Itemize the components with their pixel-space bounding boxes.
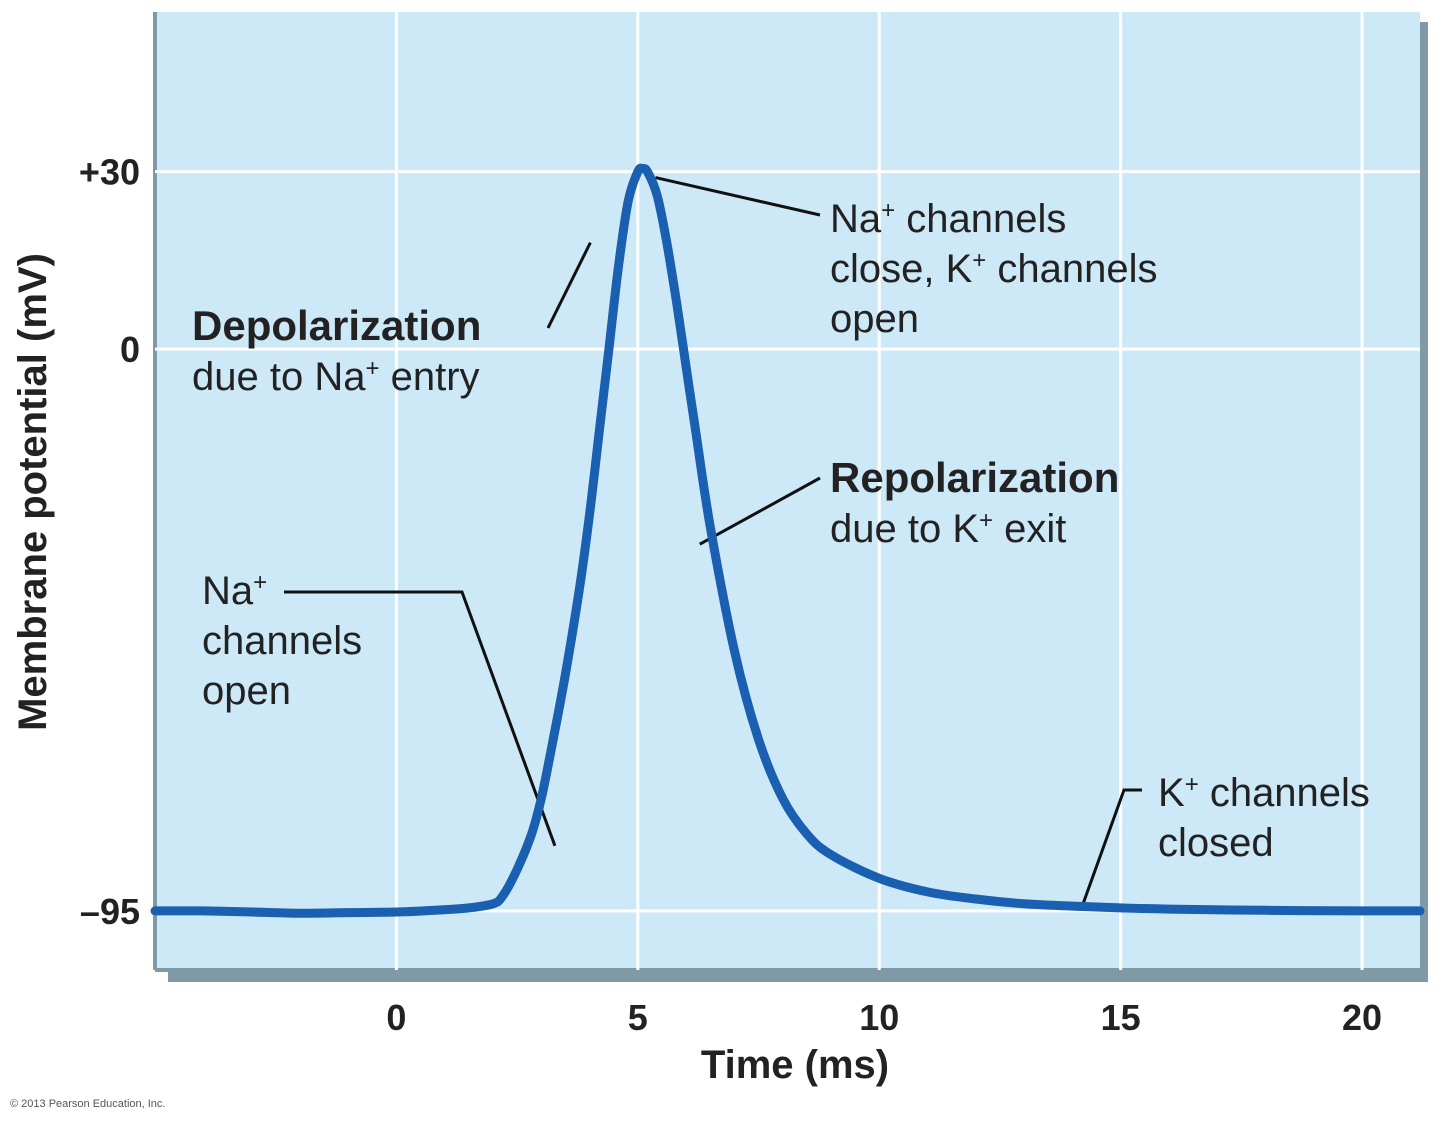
ann-na-open-line2: channels bbox=[202, 619, 362, 663]
ann-na-close-rest1: channels bbox=[895, 197, 1066, 241]
leader-na-close bbox=[655, 176, 821, 217]
x-tick-label: 5 bbox=[628, 997, 648, 1038]
ann-na-close-line2: close, K bbox=[830, 247, 973, 291]
ann-k-closed-rest: channels bbox=[1199, 771, 1370, 815]
y-tick-labels: +30 0 –95 bbox=[79, 152, 140, 932]
ann-na-close-line3: open bbox=[830, 297, 919, 341]
leader-na-open bbox=[284, 590, 557, 847]
membrane-potential-curve bbox=[150, 163, 1425, 918]
ann-na-open-line1: Na bbox=[202, 569, 254, 613]
annotation-na-open: Na+ channels open bbox=[202, 569, 362, 713]
ann-k-closed-line2: closed bbox=[1158, 821, 1274, 865]
svg-text:due to Na+ entry: due to Na+ entry bbox=[192, 355, 480, 399]
ann-na-open-sup: + bbox=[253, 569, 267, 596]
copyright-notice: © 2013 Pearson Education, Inc. bbox=[10, 1098, 165, 1110]
ann-depolarization-sup: + bbox=[365, 355, 379, 382]
y-tick-label: +30 bbox=[79, 152, 140, 193]
ann-k-closed-sup: + bbox=[1185, 771, 1199, 798]
ann-depolarization-line2: due to Na bbox=[192, 355, 366, 399]
ann-na-open-line3: open bbox=[202, 669, 291, 713]
ann-repolarization-line2: due to K bbox=[830, 507, 979, 551]
ann-repolarization-title: Repolarization bbox=[830, 454, 1119, 501]
svg-text:K+ channels: K+ channels bbox=[1158, 771, 1370, 815]
ann-na-close-sup1: + bbox=[881, 197, 895, 224]
x-axis-title: Time (ms) bbox=[701, 1043, 889, 1087]
ann-depolarization-rest: entry bbox=[379, 355, 479, 399]
y-tick-label: –95 bbox=[80, 891, 140, 932]
x-tick-label: 10 bbox=[859, 997, 899, 1038]
ann-na-close-sup2: + bbox=[972, 247, 986, 274]
annotation-k-closed: K+ channels closed bbox=[1158, 771, 1370, 865]
x-tick-labels: 0 5 10 15 20 bbox=[386, 997, 1382, 1038]
leader-k-closed bbox=[1080, 788, 1142, 908]
ann-k-closed-line1: K bbox=[1158, 771, 1185, 815]
annotation-repolarization: Repolarization due to K+ exit bbox=[830, 454, 1119, 551]
x-tick-label: 0 bbox=[386, 997, 406, 1038]
x-tick-label: 15 bbox=[1101, 997, 1141, 1038]
leader-repolarization bbox=[699, 476, 821, 546]
svg-text:due to K+ exit: due to K+ exit bbox=[830, 507, 1066, 551]
svg-text:close, K+ channels: close, K+ channels bbox=[830, 247, 1158, 291]
ann-na-close-line1: Na bbox=[830, 197, 882, 241]
ann-repolarization-sup: + bbox=[979, 507, 993, 534]
leader-depolarization bbox=[546, 241, 592, 329]
annotation-na-close: Na+ channels close, K+ channels open bbox=[830, 197, 1158, 341]
svg-text:Na+: Na+ bbox=[202, 569, 267, 613]
ann-na-close-rest2: channels bbox=[986, 247, 1157, 291]
x-tick-label: 20 bbox=[1342, 997, 1382, 1038]
y-axis-title: Membrane potential (mV) bbox=[11, 253, 55, 731]
ann-depolarization-title: Depolarization bbox=[192, 302, 481, 349]
annotation-leaders bbox=[284, 176, 1142, 908]
grid-lines bbox=[155, 12, 1420, 970]
y-tick-label: 0 bbox=[120, 329, 140, 370]
ann-repolarization-rest: exit bbox=[993, 507, 1066, 551]
svg-text:Na+ channels: Na+ channels bbox=[830, 197, 1066, 241]
annotation-depolarization: Depolarization due to Na+ entry bbox=[192, 302, 481, 399]
